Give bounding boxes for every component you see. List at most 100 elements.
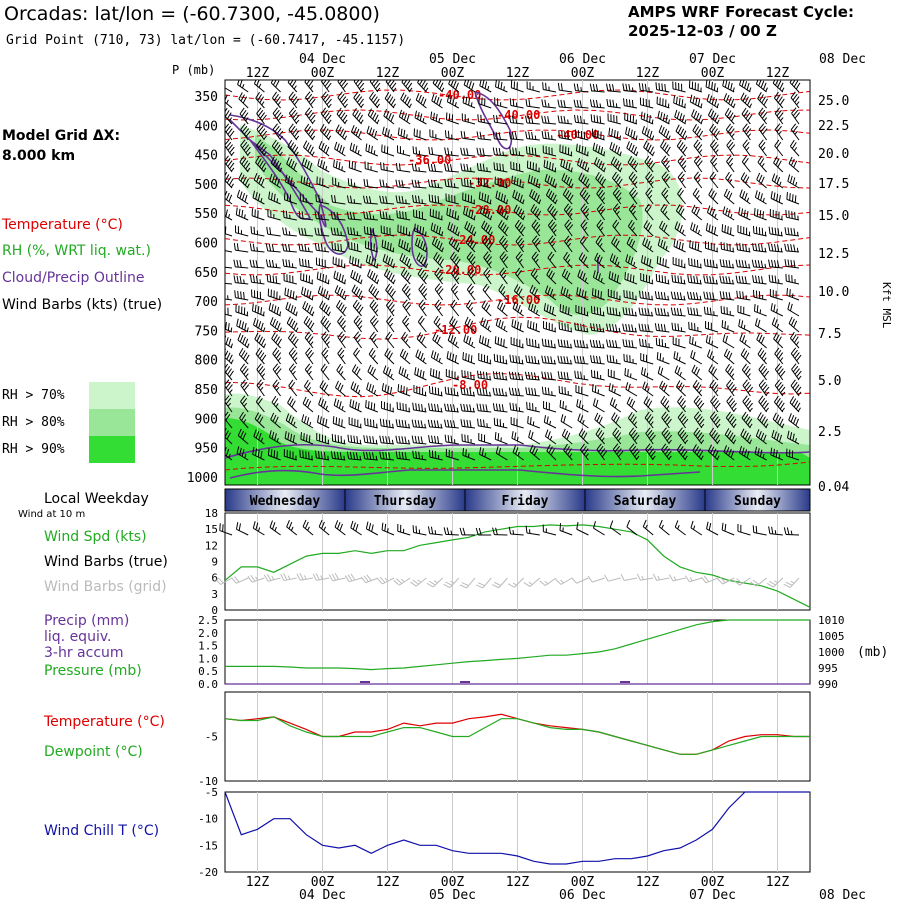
wind-barb-82	[383, 109, 395, 125]
wind-barb-464	[735, 275, 751, 285]
weekday-label-0: Wednesday	[250, 494, 321, 509]
wind-barb-632	[541, 355, 557, 365]
wind-barb-699	[460, 387, 476, 397]
wind-barb-83	[398, 109, 411, 125]
wind-barb-7	[337, 80, 349, 93]
wind-barb-762	[316, 415, 330, 429]
wind-barb-812	[544, 429, 557, 445]
wind-barb-128	[541, 130, 557, 141]
pressure-tick-900: 900	[195, 412, 218, 427]
wind-barb-306	[513, 204, 526, 221]
surface-barb-grid-0	[215, 577, 233, 585]
legend-rh70-label: RH > 70%	[2, 388, 65, 403]
wind-barb-547	[337, 315, 346, 333]
wind-barb-399	[265, 259, 281, 269]
wind-barb-12	[417, 80, 429, 93]
wind-barb-683	[791, 363, 802, 381]
panel-1-y2tick-3: 995	[818, 662, 838, 675]
wind-barb-753	[758, 395, 769, 413]
rh90-lower	[225, 418, 810, 485]
wind-barb-790	[772, 412, 785, 429]
wind-barb-330	[314, 227, 330, 237]
top-hour-1: 00Z	[311, 66, 335, 81]
wind-barb-69	[757, 92, 768, 109]
wind-barb-757	[239, 411, 249, 429]
wind-barb-42	[321, 91, 332, 109]
wind-barb-170	[643, 140, 655, 157]
wind-barb-46	[384, 92, 396, 109]
wind-barb-297	[363, 211, 378, 221]
wind-barb-101	[691, 109, 704, 125]
surface-barb-grid-25	[620, 573, 638, 582]
wind-barb-311	[596, 203, 606, 221]
wind-height-note: Wind at 10 m	[18, 509, 86, 520]
wind-barb-588	[416, 332, 427, 349]
wind-barb-713	[692, 379, 703, 397]
wind-barb-31	[722, 80, 735, 93]
wind-barb-435	[266, 274, 281, 285]
kft-tick-4: 15.0	[818, 209, 849, 224]
wind-barb-283	[723, 188, 735, 205]
wind-barb-232	[477, 177, 492, 189]
wind-barb-594	[510, 337, 524, 349]
surface-barb-true-31	[721, 522, 735, 536]
surface-barb-grid-8	[344, 573, 362, 583]
wind-barb-615	[272, 347, 282, 365]
wind-barb-489	[560, 286, 573, 301]
kft-tick-2: 20.0	[818, 147, 849, 162]
wind-barb-171	[660, 140, 671, 157]
bottom-date-0: 04 Dec	[299, 888, 346, 900]
wind-barb-255	[268, 191, 281, 205]
wind-barb-326	[250, 226, 265, 237]
wind-barb-79	[336, 107, 348, 125]
wind-barb-324	[225, 226, 233, 237]
wind-barb-396	[225, 263, 233, 269]
panel-2-ytick-0: -5	[205, 731, 218, 744]
wind-barb-195	[460, 163, 476, 173]
wind-barb-43	[337, 91, 348, 109]
wind-barb-162	[509, 146, 524, 157]
wind-barb-58	[573, 99, 589, 109]
wind-barb-160	[476, 147, 492, 157]
wind-barb-250	[771, 173, 784, 189]
wind-barb-338	[447, 221, 460, 237]
wind-barb-759	[270, 412, 281, 429]
wind-barb-825	[755, 429, 767, 445]
wind-barb-856	[676, 443, 688, 461]
wind-barb-134	[641, 125, 655, 141]
wind-barb-40	[288, 91, 300, 109]
isotherm-line-6	[225, 234, 810, 246]
wind-barb-280	[677, 187, 686, 205]
wind-barb-767	[395, 419, 411, 429]
wind-barb-763	[332, 416, 346, 429]
wind-barb-270	[512, 189, 525, 205]
bottom-hour-2: 12Z	[376, 875, 400, 890]
wind-barb-349	[627, 219, 638, 237]
wind-barb-252	[225, 189, 233, 205]
wind-barb-97	[624, 112, 638, 125]
wind-barb-647	[790, 347, 802, 365]
wind-barb-782	[644, 411, 654, 429]
wind-barb-722	[255, 395, 265, 413]
wind-barb-795	[268, 430, 281, 445]
wind-barb-689	[303, 379, 314, 397]
wind-barb-9	[369, 80, 381, 93]
wind-barb-476	[351, 284, 364, 301]
wind-barb-848	[546, 444, 557, 461]
wind-barb-474	[317, 285, 331, 301]
wind-barb-149	[303, 140, 315, 157]
wind-barb-636	[606, 354, 621, 365]
wind-barb-144	[225, 139, 235, 157]
top-date-0: 04 Dec	[299, 52, 346, 67]
wind-barb-517	[434, 299, 444, 317]
wind-barb-542	[253, 317, 266, 333]
wind-barb-641	[690, 350, 703, 365]
wind-barb-386	[642, 237, 654, 253]
wind-barb-773	[493, 417, 508, 429]
upper-wind-barbs	[225, 80, 802, 461]
isotherm-line-7	[225, 264, 810, 276]
wind-barb-846	[512, 445, 524, 461]
top-date-3: 07 Dec	[689, 52, 736, 67]
wind-barb-189	[364, 161, 378, 173]
wind-barb-54	[509, 98, 524, 109]
